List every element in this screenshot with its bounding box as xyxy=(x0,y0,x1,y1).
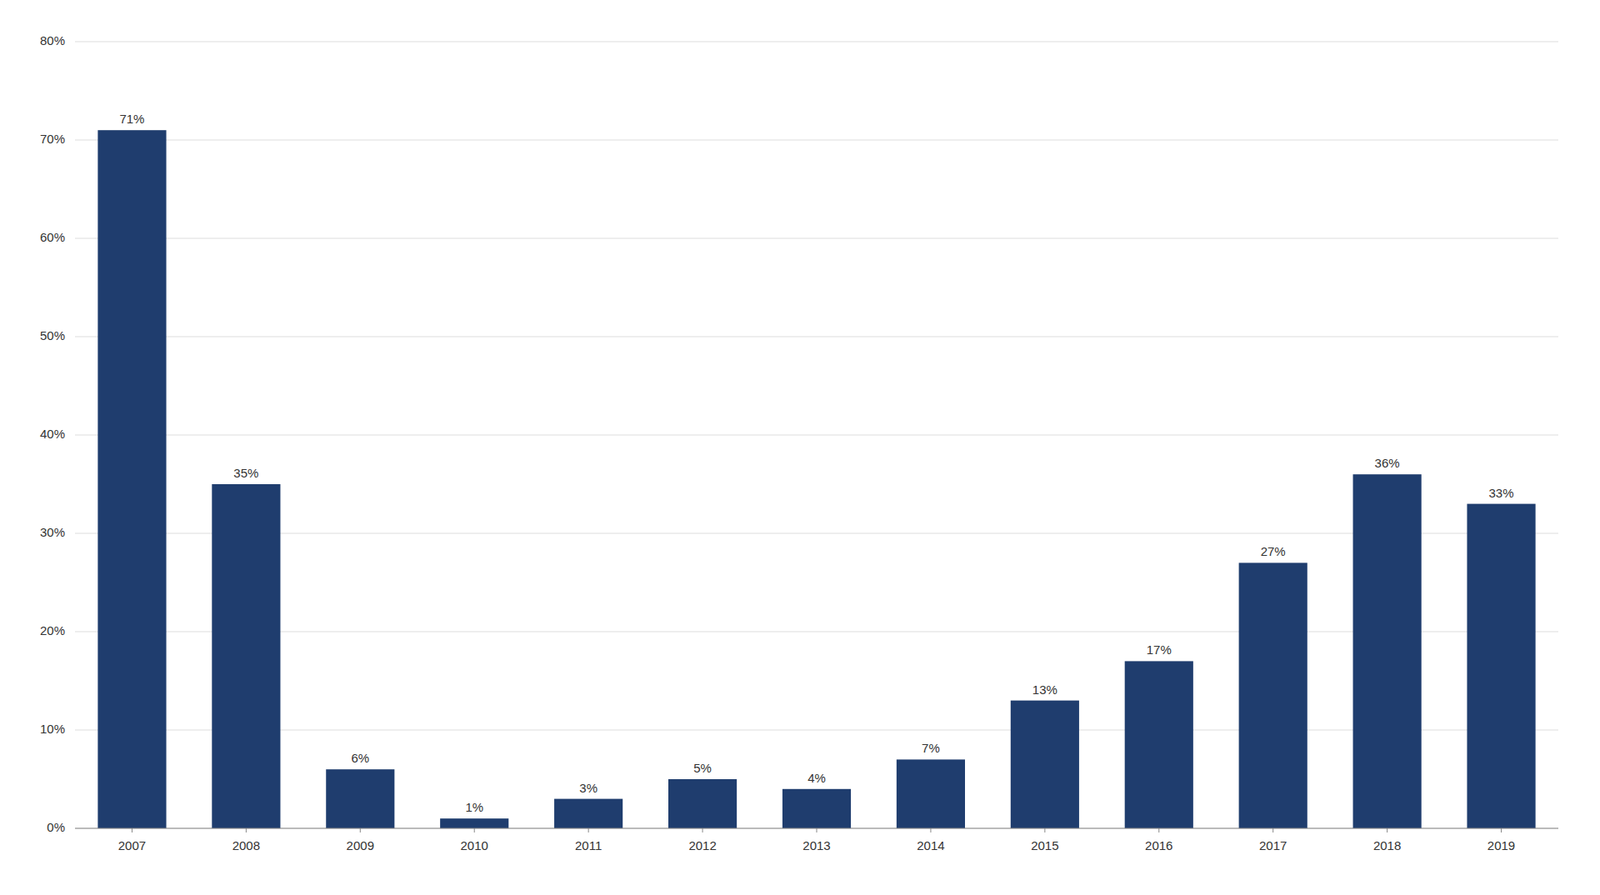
data-label: 36% xyxy=(1375,455,1400,470)
grid-line xyxy=(75,730,1559,731)
x-tick-label: 2009 xyxy=(346,838,375,853)
bar xyxy=(668,779,737,829)
x-tick-label: 2017 xyxy=(1259,838,1287,853)
x-tick xyxy=(588,828,590,833)
x-tick xyxy=(702,828,704,833)
x-tick-label: 2019 xyxy=(1487,838,1515,853)
x-tick xyxy=(1158,828,1160,833)
bar xyxy=(440,818,509,829)
y-tick-label: 40% xyxy=(40,426,65,441)
data-label: 6% xyxy=(350,750,370,765)
x-tick xyxy=(1386,828,1388,833)
x-axis: 2007 2008 2009 2010 2011 2012 2013 2014 2015 2016… xyxy=(75,828,1559,853)
grid-line xyxy=(75,41,1559,43)
y-tick-label: 70% xyxy=(40,131,65,146)
y-tick-label: 0% xyxy=(46,820,65,835)
data-label: 17% xyxy=(1146,642,1172,657)
y-tick-label: 60% xyxy=(40,230,65,245)
grid-line xyxy=(75,435,1559,436)
y-tick-label: 80% xyxy=(40,33,65,48)
x-tick xyxy=(245,828,247,833)
chart-svg: 0%10%20%30%40%50%60%70%80%20072008200920… xyxy=(0,0,1600,895)
bar xyxy=(1010,700,1080,829)
grid-line xyxy=(75,238,1559,240)
x-tick xyxy=(131,828,133,833)
data-label: 35% xyxy=(233,465,259,480)
x-tick xyxy=(930,828,931,833)
x-tick-label: 2013 xyxy=(802,838,830,853)
x-tick xyxy=(1500,828,1502,833)
data-label: 7% xyxy=(921,740,940,755)
data-label: 27% xyxy=(1260,544,1286,559)
y-tick-label: 10% xyxy=(40,721,65,736)
data-label: 33% xyxy=(1489,485,1515,500)
data-label: 4% xyxy=(807,770,826,785)
y-axis: 0% 10% 20% 30% 40% 50% 60% 70% 80% xyxy=(40,33,65,835)
bar xyxy=(782,789,851,829)
bar xyxy=(896,759,965,829)
y-tick-label: 50% xyxy=(40,328,65,343)
data-label: 71% xyxy=(119,111,145,126)
y-tick-label: 20% xyxy=(40,623,65,638)
grid-line xyxy=(75,140,1559,141)
x-tick xyxy=(1272,828,1274,833)
x-tick xyxy=(360,828,361,833)
x-tick-label: 2008 xyxy=(232,838,260,853)
grid-line xyxy=(75,336,1559,338)
x-tick-label: 2014 xyxy=(916,838,945,853)
chart-container: 0%10%20%30%40%50%60%70%80%20072008200920… xyxy=(0,0,1600,895)
x-tick-label: 2015 xyxy=(1030,838,1059,853)
y-tick-label: 30% xyxy=(40,525,65,540)
y-grid xyxy=(75,41,1559,829)
data-labels: 71% 35% 6% 1% 3% 5% 4% 7% 13% 17% 27% 36% 33% xyxy=(119,111,1514,815)
x-tick xyxy=(816,828,818,833)
x-tick-label: 2012 xyxy=(688,838,716,853)
data-label: 3% xyxy=(579,780,598,795)
x-tick-label: 2018 xyxy=(1373,838,1401,853)
bars xyxy=(97,130,1535,829)
x-tick-label: 2016 xyxy=(1145,838,1173,853)
bar xyxy=(97,130,166,829)
bar xyxy=(1125,660,1194,829)
grid-line xyxy=(75,533,1559,535)
data-label: 13% xyxy=(1032,682,1058,697)
bar xyxy=(1239,562,1308,829)
bar xyxy=(554,799,623,829)
data-label: 5% xyxy=(693,760,712,775)
bar xyxy=(1466,504,1535,829)
x-tick-label: 2011 xyxy=(575,838,602,853)
x-tick xyxy=(474,828,475,833)
x-tick-label: 2010 xyxy=(460,838,489,853)
grid-line xyxy=(75,631,1559,633)
bar xyxy=(325,769,395,829)
bar xyxy=(1353,474,1422,829)
data-label: 1% xyxy=(465,800,484,815)
x-tick xyxy=(1044,828,1045,833)
bar xyxy=(211,484,280,829)
x-tick-label: 2007 xyxy=(118,838,146,853)
